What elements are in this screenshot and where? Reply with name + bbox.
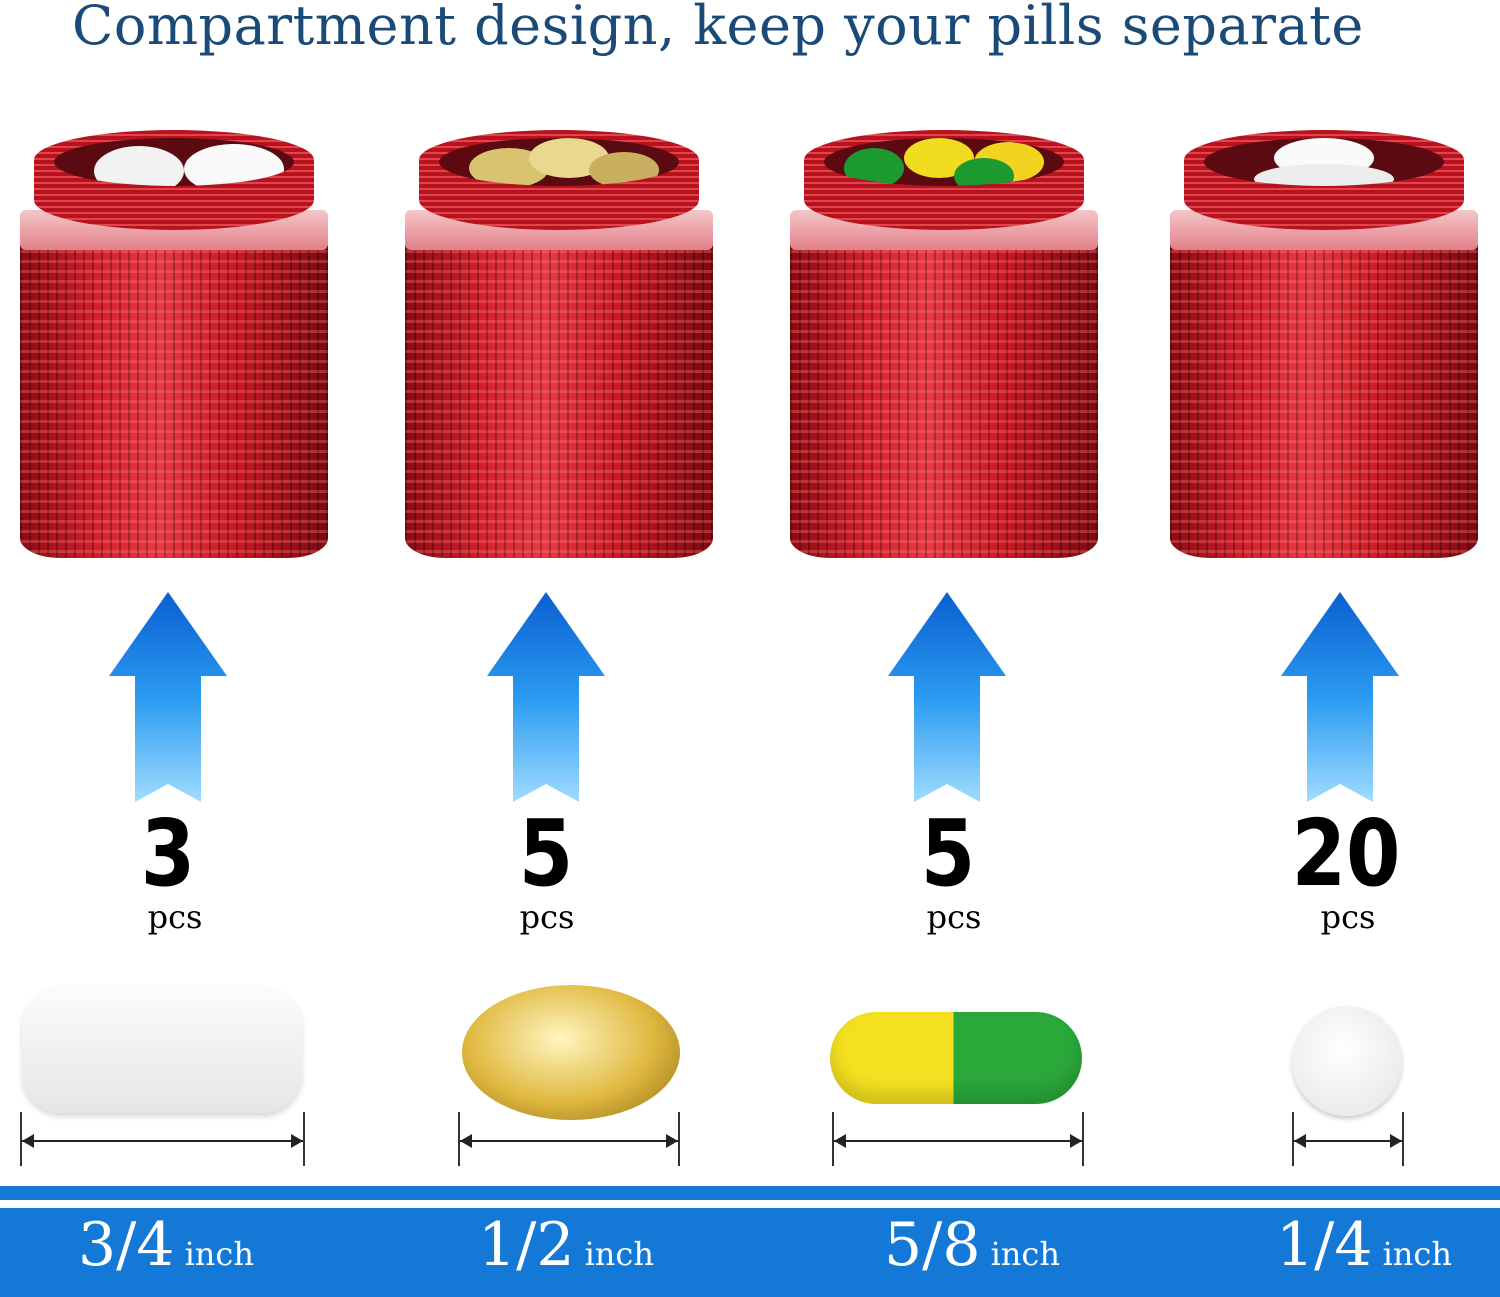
size-label-3: 5/8 inch	[884, 1210, 1060, 1280]
canister-4	[1170, 130, 1478, 558]
size-label-1: 3/4 inch	[78, 1210, 254, 1280]
canister-2	[405, 130, 713, 558]
dimension-line-3	[832, 1112, 1084, 1166]
size-label-2: 1/2 inch	[478, 1210, 654, 1280]
count-1: 3	[140, 800, 196, 907]
dimension-line-2	[458, 1112, 680, 1166]
size-unit: inch	[990, 1235, 1060, 1273]
count-unit-4: pcs	[1320, 898, 1376, 936]
count-unit-3: pcs	[926, 898, 982, 936]
size-unit: inch	[184, 1235, 254, 1273]
arrow-up-icon	[109, 592, 227, 802]
canister-1	[20, 130, 328, 558]
tablet-oblong-image	[22, 985, 302, 1113]
page-title: Compartment design, keep your pills sepa…	[72, 0, 1364, 57]
size-value: 1/4	[1276, 1210, 1373, 1280]
count-unit-2: pcs	[519, 898, 575, 936]
arrow-up-icon	[487, 592, 605, 802]
dimension-line-1	[20, 1112, 305, 1166]
count-3: 5	[920, 800, 976, 907]
softgel-image	[462, 985, 680, 1120]
size-band	[0, 1208, 1500, 1297]
size-value: 5/8	[884, 1210, 981, 1280]
capsule-image	[830, 1012, 1082, 1104]
accent-stripe	[0, 1186, 1500, 1200]
dimension-line-4	[1292, 1112, 1404, 1166]
round-tablet-image	[1292, 1006, 1402, 1116]
size-label-4: 1/4 inch	[1276, 1210, 1452, 1280]
size-unit: inch	[1382, 1235, 1452, 1273]
arrow-up-icon	[1281, 592, 1399, 802]
arrow-up-icon	[888, 592, 1006, 802]
count-unit-1: pcs	[147, 898, 203, 936]
size-unit: inch	[584, 1235, 654, 1273]
size-value: 3/4	[78, 1210, 175, 1280]
count-4: 20	[1291, 800, 1401, 907]
canister-3	[790, 130, 1098, 558]
size-value: 1/2	[478, 1210, 575, 1280]
count-2: 5	[518, 800, 574, 907]
